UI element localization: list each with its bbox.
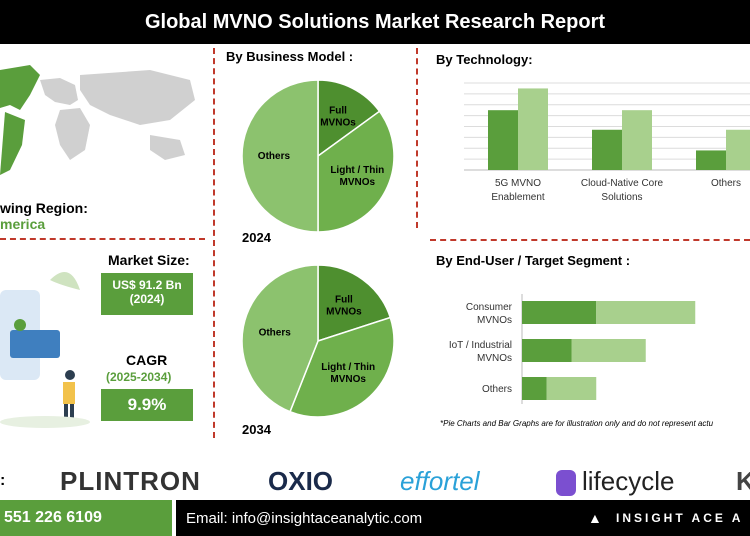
market-size-year: (2024) [129,292,165,306]
pie-label: Light / Thin MVNOs [321,362,375,385]
cagr-label: CAGR [126,352,168,368]
world-map [0,65,195,175]
pie-label: Full MVNOs [320,106,356,129]
y-tick-label: Others [482,384,512,395]
technology-bar-chart: 5G MVNO Enablement Cloud-Native Core Soluti… [464,82,750,203]
pie-label: Light / Thin MVNOs [330,165,384,188]
x-tick-label: Others [711,178,741,189]
cagr-value: 9.9% [101,389,193,421]
bar [622,110,652,170]
y-tick-label: IoT / Industrial MVNOs [449,340,512,364]
bar [522,301,597,324]
effortel-logo: effortel [400,466,480,496]
pie-label: Others [258,151,291,162]
bar [696,150,726,170]
footer-email: Email: info@insightaceanalytic.com [186,509,423,527]
players-label: : [0,472,6,489]
lifecycle-icon [556,470,576,496]
end-user-title: By End-User / Target Segment : [436,253,631,268]
market-size-label: Market Size: [108,252,190,268]
pie-slice [289,316,395,418]
x-tick-label: Cloud-Native Core Solutions [581,178,664,203]
bar [488,110,518,170]
footer-brand: INSIGHT ACE A [616,511,744,525]
report-title: Global MVNO Solutions Market Research Re… [0,0,750,44]
pie-2024-year: 2024 [242,230,271,245]
bar [596,301,696,324]
bar [571,339,646,362]
business-model-title: By Business Model : [226,49,354,64]
insightace-icon: ▲ [588,510,602,526]
y-tick-label: Consumer MVNOs [466,302,513,326]
pie-slice [317,110,395,233]
pie-slice [241,79,319,233]
bar [726,129,750,170]
bar [522,377,547,400]
pie-slice [317,79,381,158]
region-label: wing Region: [0,200,88,216]
technology-title: By Technology: [436,52,533,67]
bar [546,377,597,400]
footer-email-bar: Email: info@insightaceanalytic.com ▲ INS… [176,500,750,536]
lifecycle-logo: lifecycle [582,466,675,496]
pie-label: Others [259,328,292,339]
end-user-bar-chart: Consumer MVNOs IoT / Industrial MVNOs Others [449,294,696,404]
market-size-value: US$ 91.2 Bn [112,278,182,292]
bar [592,129,622,170]
pie-slice [241,264,319,413]
disclaimer-note: *Pie Charts and Bar Graphs are for illus… [440,419,714,428]
oxio-logo: OXIO [268,466,334,496]
cagr-period: (2025-2034) [106,370,172,384]
bar [522,339,572,362]
x-tick-label: 5G MVNO Enablement [491,178,545,203]
k-logo: K [736,466,750,496]
bar [518,88,548,170]
pie-chart-2024: Full MVNOs Light / Thin MVNOs Others [241,79,395,233]
region-value: merica [0,216,46,232]
market-size-box: US$ 91.2 Bn (2024) [101,273,193,315]
finance-illustration [0,272,90,428]
pie-slice [317,264,392,343]
pie-label: Full MVNOs [326,294,362,317]
pie-2034-year: 2034 [242,422,271,437]
footer-phone: 551 226 6109 [0,500,172,536]
pie-chart-2034: Full MVNOs Light / Thin MVNOs Others [241,264,395,418]
plintron-logo: PLINTRON [60,466,201,496]
